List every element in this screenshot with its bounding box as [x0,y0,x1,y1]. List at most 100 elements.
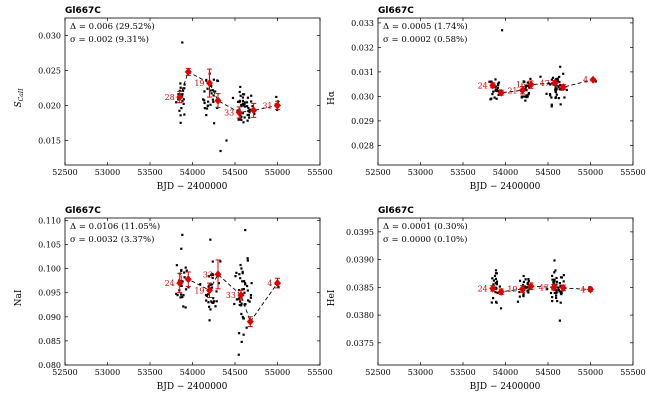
data-point [240,115,243,119]
data-point [217,282,220,285]
data-point [234,275,237,278]
data-point [559,284,562,287]
data-point [203,101,206,105]
data-point [524,85,527,88]
data-point [560,293,563,296]
data-point [240,304,243,307]
data-point [205,107,209,110]
data-point [216,79,219,83]
delta-annotation: Δ = 0.0106 (11.05%) [70,221,160,232]
data-point [248,111,251,114]
y-tick-label: 0.015 [38,137,61,146]
data-point [182,98,185,101]
data-point [495,283,498,286]
binned-mean-marker [214,96,222,105]
y-tick-label: 0.0375 [346,339,374,348]
y-tick-label: 0.110 [38,216,61,225]
data-point [181,99,184,103]
data-point [176,293,179,297]
data-point [523,80,526,84]
bin-count-label: 31 [262,102,272,111]
data-point [211,301,214,304]
data-point [210,273,213,276]
binned-mean-marker [489,81,497,90]
data-point [516,300,520,303]
bin-count-label: 19 [507,285,517,294]
data-point [237,297,240,301]
data-point [562,72,565,75]
data-point [556,299,559,303]
x-tick-label: 54500 [222,368,247,377]
data-point [247,109,250,113]
data-point [560,290,563,293]
data-point [491,296,495,300]
data-point [518,279,522,282]
data-point [239,263,242,267]
data-point [556,80,559,83]
data-point [549,291,553,295]
data-point [213,300,216,303]
data-point [208,305,211,308]
data-point [206,293,210,296]
data-point [248,116,251,119]
data-point [551,76,555,79]
data-point [554,89,557,93]
data-point [562,274,565,277]
binned-mean-marker [206,79,213,88]
data-point [555,280,559,283]
data-point [214,90,217,93]
data-point [497,83,500,87]
data-point [490,301,493,304]
data-point [238,99,241,102]
data-point [241,315,244,319]
data-point [245,101,249,104]
data-point [210,92,213,95]
data-point [545,288,548,291]
data-point [243,282,247,285]
bin-count-label: 21 [507,86,517,95]
data-point [187,286,190,289]
data-point [238,273,241,276]
data-point [522,295,525,298]
data-point [493,274,497,278]
binned-mean-marker [206,286,213,295]
x-tick-label: 54500 [222,168,247,177]
data-point [497,81,501,84]
y-tick-label: 0.030 [38,32,61,41]
data-point [529,77,532,81]
bin-count-label: 4 [267,279,272,288]
data-point [246,257,249,260]
data-point [240,312,243,316]
binned-mean-marker [527,282,535,291]
data-point [554,269,557,272]
x-axis-label: BJD − 2400000 [470,182,541,192]
x-tick-label: 54000 [180,368,205,377]
data-point [550,96,553,99]
data-point [247,113,250,117]
data-point [558,75,561,79]
y-tick-label: 0.030 [351,92,374,101]
binned-mean-marker [214,270,222,279]
data-point [559,65,562,68]
data-point [175,292,178,296]
y-tick-label: 0.0395 [346,228,374,237]
y-axis-label: SCaII [14,88,25,108]
data-point [182,305,185,308]
data-point [250,100,253,103]
data-point [527,279,530,283]
data-point [241,96,245,99]
data-point [209,308,212,311]
data-point [527,91,530,95]
data-point [550,105,553,108]
y-tick-label: 0.0385 [346,283,374,292]
y-tick-label: 0.105 [38,241,61,250]
data-point [215,290,218,293]
data-point [178,109,181,112]
data-point [178,89,181,92]
bin-count-label: 33 [226,291,236,300]
data-point [524,278,527,281]
data-point [242,317,245,320]
data-point [184,288,188,291]
sigma-annotation: σ = 0.0002 (0.58%) [383,34,467,45]
data-point [183,83,186,86]
